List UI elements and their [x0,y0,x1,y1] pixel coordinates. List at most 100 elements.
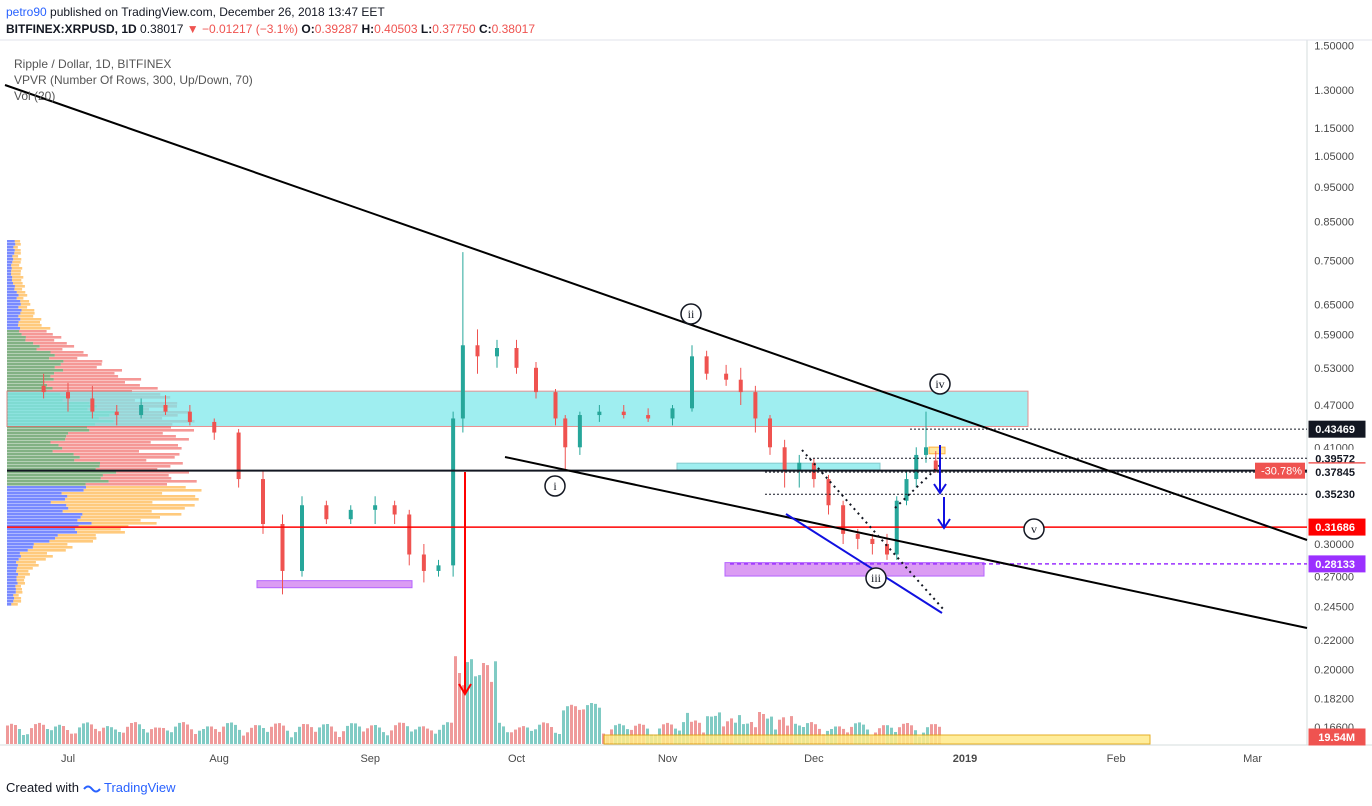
volume-bar [738,715,741,744]
series-legend[interactable]: Ripple / Dollar, 1D, BITFINEX [14,57,172,71]
vpvr-down-row [18,573,30,576]
volume-bar [202,729,205,744]
vpvr-up-row [7,546,33,549]
volume-bar [106,726,109,744]
candle-body [646,415,651,419]
price-label: 0.43469 [1315,424,1355,436]
vpvr-up-row [7,558,19,561]
vpvr-down-row [100,477,172,480]
volume-bar [506,732,509,744]
volume-bar [494,661,497,744]
volume-bar [746,723,749,744]
volume-bar [162,728,165,744]
vpvr-down-row [78,525,129,528]
vpvr-down-row [16,576,26,579]
volume-bar [502,726,505,744]
vpvr-down-row [53,378,142,381]
volume-bar [522,726,525,744]
volume-bar [30,728,33,744]
author-link[interactable]: petro90 [6,5,47,19]
vpvr-down-row [86,486,186,489]
volume-legend[interactable]: Vol (20) [14,89,56,103]
volume-bar [470,659,473,744]
vpvr-down-row [65,438,189,441]
volume-bar [42,724,45,744]
volume-bar [902,723,905,744]
volume-bar [226,723,229,744]
candle-body [114,411,119,416]
vpvr-up-row [7,441,51,444]
volume-bar [158,727,161,744]
vpvr-up-row [7,381,45,384]
vpvr-down-row [57,534,96,537]
volume-bar [302,724,305,744]
vpvr-up-row [7,576,17,579]
vpvr-down-row [16,291,26,294]
volume-bar [590,703,593,744]
candle-body [670,408,675,419]
vpvr-down-row [54,366,97,369]
price-label: 0.35230 [1315,489,1355,501]
volume-bar [378,727,381,744]
price-tick-label: 0.59000 [1314,330,1354,342]
volume-bar [446,722,449,744]
ticker[interactable]: BITFINEX:XRPUSD, 1D [6,22,137,36]
vpvr-down-row [21,333,53,336]
volume-bar [390,730,393,744]
volume-bar [434,733,437,744]
price-tick-label: 1.05000 [1314,151,1354,163]
vpvr-up-row [7,426,88,429]
vpvr-up-row [7,570,17,573]
volume-bar [262,728,265,744]
volume-bar [298,726,301,744]
vpvr-down-row [13,246,18,249]
candle-body [514,348,519,368]
volume-bar [534,729,537,744]
vpvr-up-row [7,540,50,543]
vpvr-up-row [7,447,63,450]
vpvr-down-row [15,591,23,594]
vpvr-up-row [7,261,13,264]
volume-bar [370,725,373,744]
volume-bar [110,727,113,744]
candle-body [577,415,582,448]
volume-bar [462,685,465,744]
vpvr-up-row [7,495,68,498]
vpvr-down-row [73,453,180,456]
volume-bar [806,723,809,744]
volume-bar [930,724,933,744]
volume-bar [102,727,105,744]
candle-body [300,505,304,571]
vpvr-up-row [7,474,103,477]
wave-label-circle [929,373,951,395]
volume-bar [270,726,273,744]
vpvr-down-row [11,267,23,270]
vpvr-down-row [25,336,62,339]
volume-bar [618,723,621,744]
time-axis: Jul Aug Sep Oct Nov Dec 2019 Feb Mar [61,753,1262,765]
volume-bar [402,722,405,744]
volume-bar [366,728,369,744]
volume-bar [854,723,857,744]
volume-bar [70,733,73,744]
candle-body [534,367,538,393]
created-with: Created with [6,780,79,795]
vpvr-up-row [7,579,17,582]
volume-bar [114,729,117,744]
volume-bar [282,725,285,744]
zone-cyan-resistance [6,390,1029,427]
publish-header: petro90 published on TradingView.com, De… [6,4,385,20]
low-value: 0.37750 [432,22,476,36]
open-label: O: [301,22,315,36]
tradingview-brand[interactable]: TradingView [104,780,176,795]
vpvr-legend[interactable]: VPVR (Number Of Rows, 300, Up/Down, 70) [14,73,253,87]
vpvr-up-row [7,492,62,495]
vpvr-down-row [67,495,196,498]
volume-bar [598,707,601,744]
volume-bar [386,735,389,744]
vpvr-up-row [7,270,12,273]
volume-bar [538,724,541,744]
volume-bar [90,724,93,744]
vpvr-up-row [7,459,75,462]
